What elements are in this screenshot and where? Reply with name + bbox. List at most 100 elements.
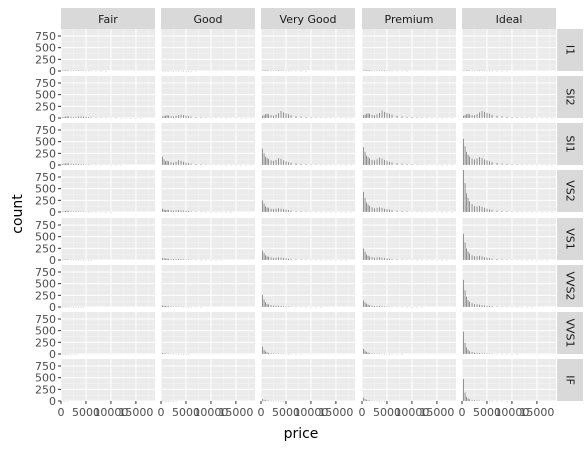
histogram-bar xyxy=(491,209,493,212)
histogram-bar xyxy=(416,117,418,118)
histogram-bar xyxy=(484,353,485,354)
histogram-bar xyxy=(464,242,466,260)
histogram-bar xyxy=(396,259,398,260)
histogram-bar xyxy=(381,207,383,212)
histogram-bar xyxy=(474,159,475,165)
histogram-bar xyxy=(273,115,274,118)
histogram-bar xyxy=(166,160,168,165)
histogram-bar xyxy=(464,290,466,307)
histogram-bar xyxy=(70,211,72,212)
x-tick-label: 15000 xyxy=(318,406,353,419)
histogram-bar xyxy=(511,164,513,165)
histogram-bar xyxy=(80,116,82,118)
histogram-bar xyxy=(270,160,272,165)
histogram-bar xyxy=(183,259,184,260)
histogram-bar xyxy=(364,114,366,118)
x-tick-label: 0 xyxy=(158,406,165,419)
histogram-bar xyxy=(73,211,74,212)
histogram-bar xyxy=(367,204,369,212)
row-strip xyxy=(557,123,583,165)
histogram-bar xyxy=(285,161,287,165)
histogram-bar xyxy=(273,160,274,165)
histogram-bar xyxy=(280,257,282,260)
histogram-bar xyxy=(389,258,390,260)
histogram-bar xyxy=(190,211,192,212)
histogram-bar xyxy=(501,210,503,212)
histogram-bar xyxy=(406,116,408,118)
histogram-bar xyxy=(63,211,65,212)
x-tick-label: 15000 xyxy=(218,406,253,419)
histogram-bar xyxy=(401,116,403,118)
row-strip-label: I1 xyxy=(564,45,577,55)
histogram-bar xyxy=(168,210,169,212)
histogram-bar xyxy=(463,233,464,260)
histogram-bar xyxy=(63,163,65,165)
panel-background xyxy=(261,218,355,260)
histogram-bar xyxy=(411,164,413,165)
histogram-bar xyxy=(363,300,364,307)
histogram-bar xyxy=(273,305,274,307)
histogram-bar xyxy=(263,349,265,354)
histogram-bar xyxy=(266,113,268,118)
row-strip-label: VVS1 xyxy=(564,318,577,347)
histogram-bar xyxy=(363,115,364,118)
histogram-bar xyxy=(290,115,292,118)
column-strip xyxy=(161,8,255,29)
histogram-bar xyxy=(401,211,403,212)
histogram-bar xyxy=(467,349,469,354)
histogram-bar xyxy=(366,254,367,260)
histogram-bar xyxy=(491,258,493,260)
histogram-bar xyxy=(466,347,467,354)
y-tick-label: 500 xyxy=(35,89,56,102)
panel-VVS2-fair xyxy=(60,265,155,308)
histogram-bar xyxy=(467,398,469,401)
histogram-bar xyxy=(266,70,268,71)
histogram-bar xyxy=(163,209,165,212)
histogram-bar xyxy=(285,209,287,212)
histogram-bar xyxy=(163,159,165,165)
x-tick-label: 5000 xyxy=(272,406,300,419)
x-tick-label: 10000 xyxy=(93,406,128,419)
histogram-bar xyxy=(185,115,187,118)
histogram-bar xyxy=(476,256,478,260)
x-tick-label: 5000 xyxy=(473,406,501,419)
histogram-bar xyxy=(496,115,498,118)
histogram-bar xyxy=(489,306,490,307)
histogram-bar xyxy=(384,208,385,212)
x-tick-label: 0 xyxy=(359,406,366,419)
row-strips: I1 SI2 SI1 VS2 VS1 VVS2 VVS1 IF xyxy=(557,29,583,401)
histogram-bar xyxy=(384,159,385,165)
panel-background xyxy=(61,312,155,354)
panel-background xyxy=(462,76,556,118)
panel-background xyxy=(462,218,556,260)
histogram-bar xyxy=(263,153,265,165)
y-tick-label: 750 xyxy=(35,77,56,90)
histogram-bar xyxy=(364,151,366,165)
histogram-bar xyxy=(263,115,265,118)
histogram-bar xyxy=(275,208,277,212)
histogram-bar xyxy=(285,113,287,118)
histogram-bar xyxy=(175,161,177,165)
y-tick-label: 500 xyxy=(35,231,56,244)
histogram-bar xyxy=(486,160,488,165)
y-tick-label: 750 xyxy=(35,124,56,137)
histogram-bar xyxy=(366,303,367,307)
histogram-bar xyxy=(62,164,63,165)
histogram-bar xyxy=(195,164,197,165)
y-tick-label: 250 xyxy=(35,100,56,113)
histogram-bar xyxy=(265,400,266,401)
histogram-bar xyxy=(381,306,383,307)
y-tick-label: 250 xyxy=(35,383,56,396)
histogram-bar xyxy=(168,258,169,260)
histogram-bar xyxy=(367,304,369,307)
panel-background xyxy=(161,359,255,401)
histogram-bar xyxy=(268,207,269,212)
row-strip xyxy=(557,312,583,354)
histogram-bar xyxy=(364,302,366,307)
histogram-bar xyxy=(363,248,364,260)
panel-VVS2-premium xyxy=(361,265,456,308)
panel-background xyxy=(462,359,556,401)
row-strip-label: IF xyxy=(564,375,577,385)
histogram-bar xyxy=(90,117,92,118)
row-strip xyxy=(557,76,583,118)
